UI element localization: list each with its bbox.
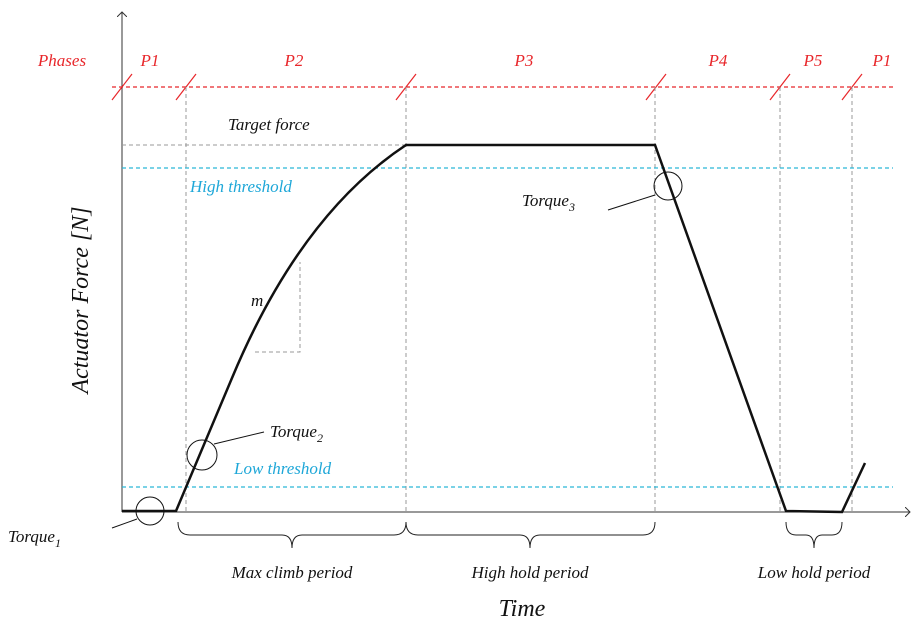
period-label: Low hold period	[757, 563, 871, 582]
phase-label: P5	[803, 51, 823, 70]
phase-label: P1	[140, 51, 160, 70]
high-label: High threshold	[189, 177, 292, 196]
phase-label: P1	[872, 51, 892, 70]
phases-title: Phases	[37, 51, 87, 70]
torque-markers	[111, 171, 683, 529]
period-label: Max climb period	[231, 563, 353, 582]
phase-label: P2	[284, 51, 304, 70]
slope-label: m	[251, 291, 263, 310]
y-axis-title: Actuator Force [N]	[68, 206, 94, 395]
period-braces	[177, 521, 843, 549]
phase-label: P4	[708, 51, 728, 70]
torque-label: Torque1	[8, 527, 61, 550]
phase-label: P3	[514, 51, 534, 70]
guide-lines	[122, 87, 853, 512]
low-label: Low threshold	[233, 459, 332, 478]
x-axis-title: Time	[499, 596, 546, 622]
target-label: Target force	[228, 115, 310, 134]
torque-label: Torque2	[270, 422, 323, 445]
force-curve	[122, 143, 867, 514]
period-label: High hold period	[470, 563, 589, 582]
torque-label: Torque3	[522, 191, 575, 214]
